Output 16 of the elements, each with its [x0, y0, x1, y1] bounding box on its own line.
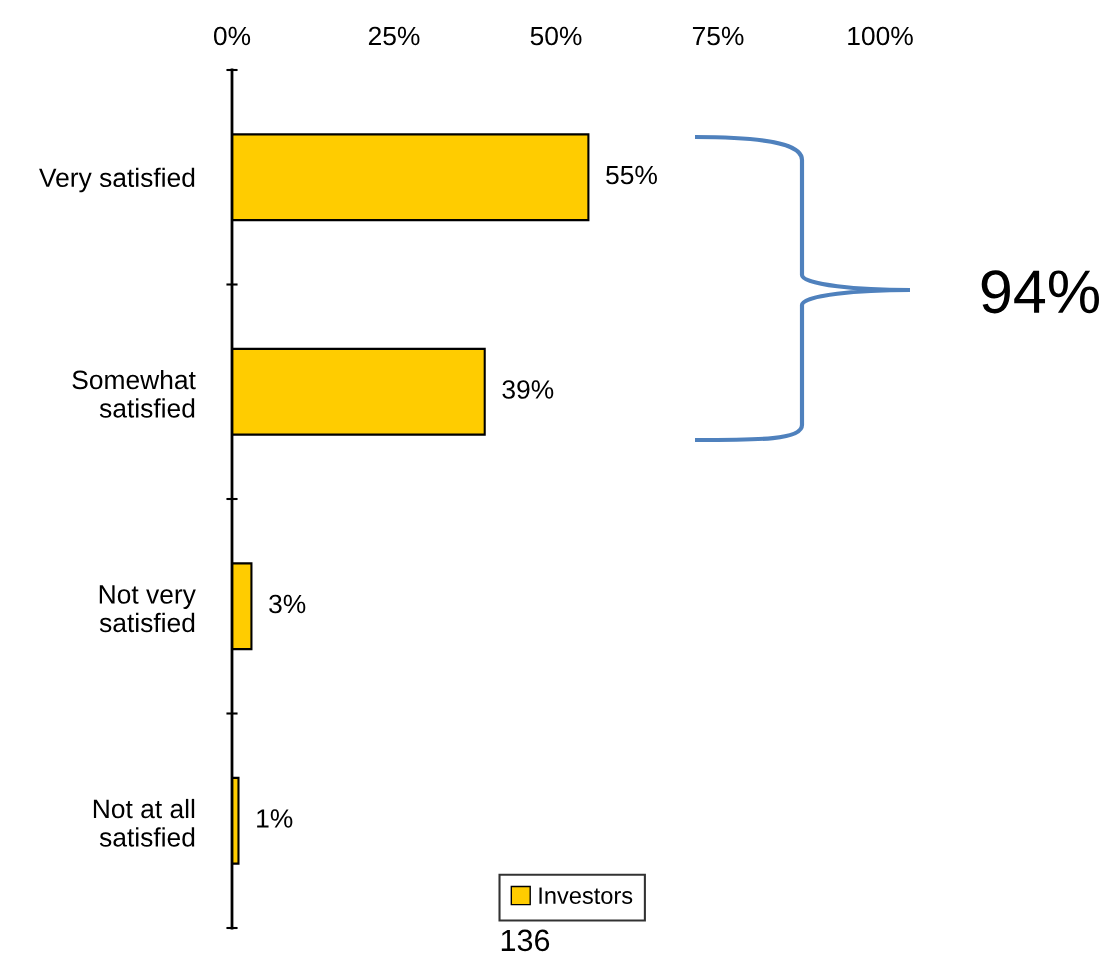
y-tick-label: Not very satisfied: [99, 585, 196, 633]
text: 136: [501, 929, 550, 952]
text: 1%: [257, 809, 293, 828]
x-tick-label: 100%: [848, 26, 913, 46]
text: 94%: [981, 270, 1099, 314]
y-tick-label: Not at all satisfied: [93, 798, 195, 847]
text: 39%: [502, 380, 554, 399]
x-tick-label: 0%: [213, 26, 251, 46]
y-tick-label: Very satisfied: [39, 167, 195, 193]
x-tick-label: 25%: [368, 26, 420, 46]
text: 55%: [606, 165, 657, 185]
legend-label: Investors: [539, 887, 633, 905]
text: 3%: [269, 594, 306, 614]
x-tick-label: 75%: [692, 26, 744, 46]
x-tick-label: 50%: [530, 26, 582, 46]
y-tick-label: Somewhat satisfied: [72, 369, 196, 418]
